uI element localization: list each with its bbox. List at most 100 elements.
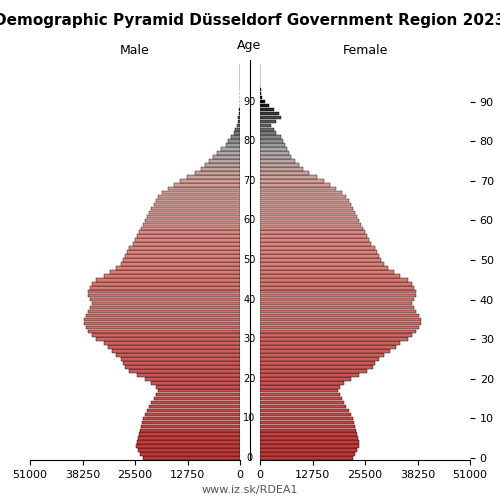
Bar <box>260 294 416 298</box>
Bar <box>260 206 352 210</box>
Bar <box>260 148 287 151</box>
Bar <box>92 334 240 337</box>
Text: 80: 80 <box>244 136 256 146</box>
Bar <box>260 120 276 123</box>
Bar <box>226 144 240 147</box>
Bar <box>260 218 359 222</box>
Bar <box>156 385 240 388</box>
Bar <box>260 334 412 337</box>
Bar <box>174 183 240 186</box>
Text: 40: 40 <box>244 294 256 304</box>
Bar <box>260 262 384 266</box>
Bar <box>141 424 240 428</box>
Bar <box>260 314 418 317</box>
Bar <box>260 405 346 408</box>
Bar <box>260 306 414 310</box>
Bar <box>88 330 240 333</box>
Bar <box>260 290 416 294</box>
Bar <box>260 350 390 353</box>
Bar <box>162 191 240 194</box>
Bar <box>260 365 373 368</box>
Bar <box>260 274 400 278</box>
Bar <box>260 116 280 119</box>
Bar <box>260 416 352 420</box>
Bar <box>201 167 240 170</box>
Bar <box>194 171 240 174</box>
Bar <box>260 389 338 392</box>
Bar <box>154 203 240 206</box>
Bar <box>218 152 240 155</box>
Bar <box>116 354 240 357</box>
Bar <box>260 254 380 258</box>
Bar <box>260 338 408 341</box>
Bar <box>260 132 276 135</box>
Bar <box>137 234 240 238</box>
Bar <box>222 148 240 151</box>
Bar <box>138 448 240 452</box>
Bar <box>260 432 357 436</box>
Bar <box>260 440 359 444</box>
Bar <box>96 338 240 341</box>
Bar <box>260 330 416 333</box>
Bar <box>124 254 240 258</box>
Bar <box>127 250 240 254</box>
Bar <box>104 342 240 345</box>
Bar <box>122 258 240 262</box>
Bar <box>139 230 240 234</box>
Bar <box>120 262 240 266</box>
Bar <box>260 179 324 182</box>
Bar <box>260 258 382 262</box>
Bar <box>150 405 240 408</box>
Bar <box>260 159 295 163</box>
Bar <box>137 440 240 444</box>
Bar <box>88 290 240 294</box>
Bar <box>96 278 240 281</box>
Bar <box>148 408 240 412</box>
Bar <box>260 354 384 357</box>
Bar <box>260 282 412 286</box>
Bar <box>260 242 371 246</box>
Bar <box>152 206 240 210</box>
Bar <box>260 393 340 396</box>
Text: 0: 0 <box>246 453 252 463</box>
Text: Demographic Pyramid Düsseldorf Government Region 2023: Demographic Pyramid Düsseldorf Governmen… <box>0 12 500 28</box>
Bar <box>260 412 350 416</box>
Bar <box>136 444 240 448</box>
Bar <box>260 144 284 147</box>
Bar <box>92 282 240 286</box>
Bar <box>129 369 240 372</box>
Bar <box>260 163 299 166</box>
Bar <box>260 373 359 376</box>
Bar <box>260 322 420 325</box>
Bar <box>141 226 240 230</box>
Bar <box>148 214 240 218</box>
Bar <box>260 210 354 214</box>
Bar <box>260 420 354 424</box>
Bar <box>108 346 240 349</box>
Bar <box>260 408 348 412</box>
Bar <box>122 361 240 365</box>
Bar <box>86 314 240 317</box>
Bar <box>238 116 240 119</box>
Bar <box>260 234 367 238</box>
Bar <box>205 163 240 166</box>
Bar <box>86 326 240 329</box>
Bar <box>260 266 388 270</box>
Text: 10: 10 <box>244 414 256 424</box>
Bar <box>260 152 289 155</box>
Bar <box>260 203 350 206</box>
Bar <box>260 246 376 250</box>
Bar <box>260 140 282 143</box>
Bar <box>143 416 240 420</box>
Bar <box>188 175 240 178</box>
Bar <box>232 136 240 139</box>
Bar <box>260 342 400 345</box>
Bar <box>156 393 240 396</box>
Bar <box>260 136 280 139</box>
Bar <box>260 230 365 234</box>
Bar <box>260 385 340 388</box>
Bar <box>154 397 240 400</box>
Bar <box>260 100 265 103</box>
Bar <box>260 357 380 361</box>
Bar <box>260 397 342 400</box>
